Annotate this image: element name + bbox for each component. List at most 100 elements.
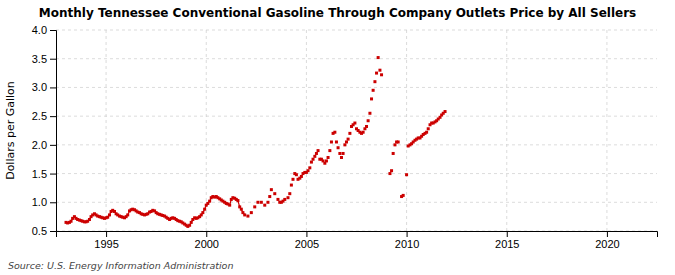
point [276,198,279,201]
point [243,213,246,216]
y-tick-label: 1.5 [32,168,47,180]
point [348,132,351,135]
point [253,205,256,208]
y-tick-mark [50,87,56,88]
x-tick: 2000 [195,231,219,250]
point [375,72,378,75]
point [312,158,315,161]
y-tick: 2.5 [32,110,56,122]
y-tick-mark [50,202,56,203]
point [378,69,381,72]
y-tick: 1.0 [32,196,56,208]
point [325,159,328,162]
point [308,166,311,169]
point [392,152,395,155]
grid-line [406,30,407,231]
y-tick-label: 2.0 [32,139,47,151]
x-tick-label: 1995 [94,238,118,250]
x-tick-label: 2010 [395,238,419,250]
point [330,140,333,143]
point [286,196,289,199]
grid-line [56,202,657,203]
point [108,213,111,216]
point [273,192,276,195]
x-tick: 2010 [395,231,419,250]
point [246,215,249,218]
point [236,199,239,202]
x-tick: 2015 [495,231,519,250]
x-tick-label: 2020 [595,238,619,250]
y-tick: 3.5 [32,53,56,65]
point [328,149,331,152]
point [307,169,310,172]
point [377,56,380,59]
y-tick-mark [50,145,56,146]
y-tick-mark [50,116,56,117]
line [66,197,245,227]
grid-line [56,30,657,31]
x-tick: 2020 [595,231,619,250]
y-tick-label: 1.0 [32,196,47,208]
point [345,140,348,143]
point [188,224,191,227]
point [362,131,365,134]
point [268,195,271,198]
y-tick: 2.0 [32,139,56,151]
point [126,213,129,216]
x-tick: 2005 [295,231,319,250]
point [203,208,206,211]
point [317,149,320,152]
y-tick: 0.5 [32,225,56,237]
grid [56,30,657,231]
marks [65,56,447,228]
y-tick-label: 2.5 [32,110,47,122]
y-tick: 3.0 [32,81,56,93]
point [353,122,356,125]
point [70,220,73,223]
point [368,112,371,115]
point [402,194,405,197]
point [427,127,430,130]
x-tick-label: 2000 [195,238,219,250]
x-tick-mark [407,231,408,237]
point [373,80,376,83]
y-tick-label: 4.0 [32,24,47,36]
grid-line [206,30,207,231]
grid-line [56,116,657,117]
point [388,172,391,175]
x-tick-mark [607,231,608,237]
point [335,140,338,143]
point [270,188,273,191]
grid-line [606,30,607,231]
point [256,201,259,204]
y-tick-label: 3.0 [32,81,47,93]
point [190,221,193,224]
point [201,211,204,214]
y-tick-label: 0.5 [32,225,47,237]
x-tick-label: 2005 [295,238,319,250]
point [228,204,231,207]
point [240,208,243,211]
annotation: Source: U.S. Energy Information Administ… [8,260,233,271]
grid-line [56,87,657,88]
x-tick-label: 2015 [495,238,519,250]
point [397,140,400,143]
series [246,56,446,218]
point [365,125,368,128]
point [338,152,341,155]
point [333,131,336,134]
y-tick-mark [50,59,56,60]
point [300,175,303,178]
point [283,198,286,201]
title: Monthly Tennessee Conventional Gasoline … [39,6,636,20]
point [425,131,428,134]
x-axis: 1995 2000 2005 2010 2015 2020 [57,231,658,250]
x-tick-mark [106,231,107,237]
point [342,152,345,155]
point [260,201,263,204]
point [208,200,211,203]
grid-line [56,58,657,59]
grid-line [506,30,507,231]
y-axis-line [50,31,57,232]
x-tick: 1995 [94,231,118,250]
